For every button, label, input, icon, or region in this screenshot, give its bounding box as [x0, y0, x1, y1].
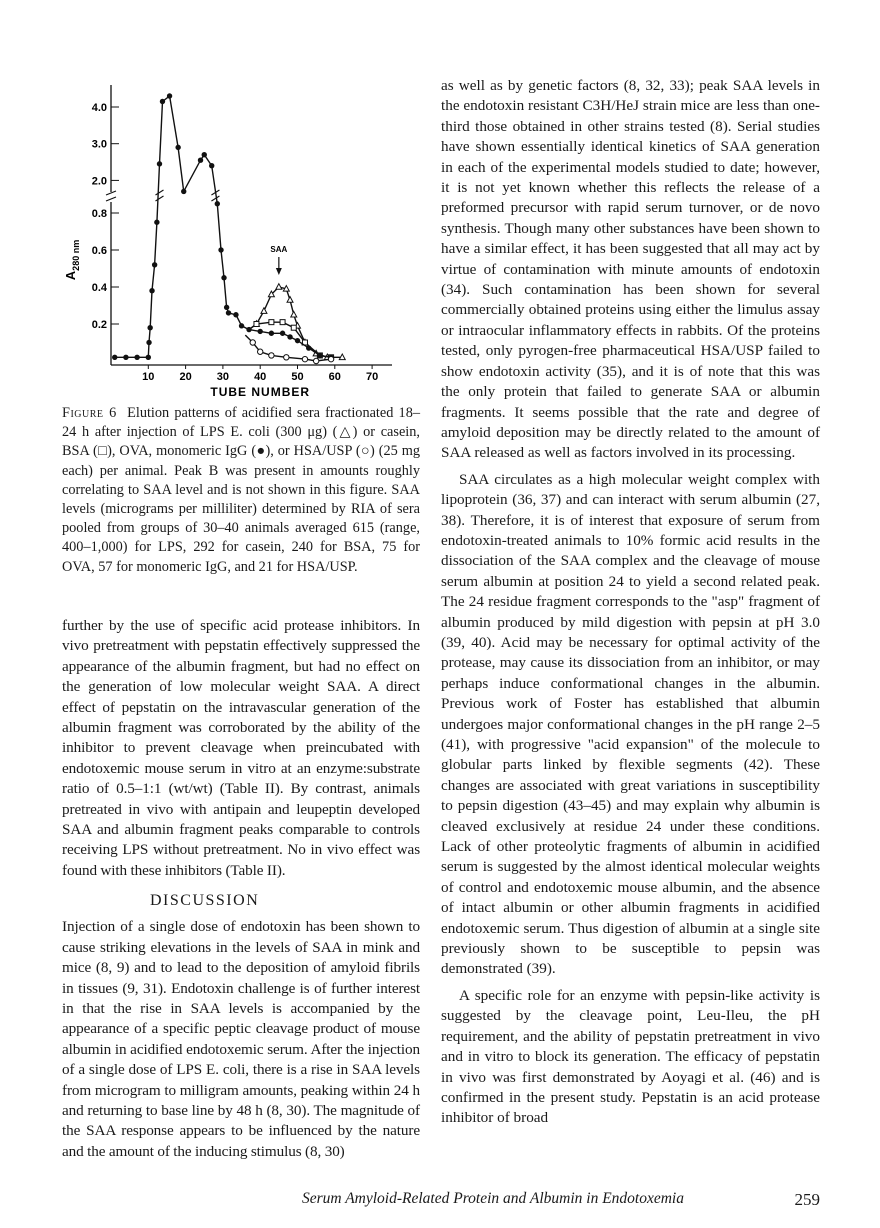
data-point-filled-circle: [145, 354, 151, 360]
axis-break-mark: [105, 190, 117, 196]
left-column: further by the use of specific acid prot…: [62, 616, 420, 1162]
data-point-filled-circle: [225, 310, 232, 316]
data-point-filled-circle: [181, 188, 187, 195]
data-point-filled-circle: [175, 144, 181, 151]
figure-caption: Figure 6 Elution patterns of acidified s…: [62, 404, 420, 577]
data-point-open-circle: [312, 357, 320, 365]
axis-break-mark: [105, 196, 117, 202]
x-tick-label: 20: [179, 371, 191, 383]
page-number: 259: [794, 1190, 821, 1209]
data-point-open-triangle: [267, 290, 276, 298]
page-footer: Serum Amyloid-Related Protein and Albumi…: [300, 1190, 820, 1212]
curve-break-mark: [211, 189, 220, 196]
data-point-open-triangle: [275, 282, 283, 290]
data-point-open-circle: [283, 354, 290, 361]
data-point-filled-circle: [238, 323, 245, 329]
data-point-open-square: [290, 324, 297, 331]
data-point-filled-circle: [279, 330, 286, 336]
data-point-filled-circle: [134, 354, 140, 360]
x-tick-label: 70: [366, 371, 378, 383]
data-point-open-square: [268, 319, 275, 326]
paragraph: SAA circulates as a high molecular weigh…: [441, 470, 820, 978]
x-axis-label: TUBE NUMBER: [210, 385, 310, 399]
data-point-filled-circle: [201, 152, 207, 158]
section-heading-discussion: DISCUSSION: [150, 892, 260, 910]
data-point-open-triangle: [286, 295, 294, 303]
right-column: as well as by genetic factors (8, 32, 33…: [441, 76, 820, 1129]
y-tick-label: 0.2: [92, 319, 107, 331]
data-point-open-triangle: [260, 306, 268, 314]
data-point-open-triangle: [282, 284, 291, 292]
data-point-open-square: [253, 321, 260, 327]
data-point-open-circle: [301, 355, 309, 363]
data-point-filled-circle: [317, 352, 323, 359]
data-point-open-circle: [257, 348, 264, 355]
data-point-open-circle: [327, 355, 335, 363]
y-tick-label: 0.4: [92, 282, 108, 294]
figure-label: Figure 6: [62, 405, 117, 421]
data-point-filled-circle: [294, 337, 301, 344]
data-point-filled-circle: [112, 354, 118, 360]
data-point-filled-circle: [223, 304, 230, 311]
y-axis-label: A280 nm: [63, 240, 81, 280]
data-point-filled-circle: [146, 339, 152, 346]
curve-break-mark: [155, 189, 164, 196]
data-point-filled-circle: [154, 219, 160, 225]
x-tick-label: 60: [329, 371, 341, 383]
y-tick-label: 3.0: [92, 139, 107, 151]
data-point-filled-circle: [159, 98, 166, 105]
data-point-filled-circle: [214, 201, 221, 207]
data-point-open-circle: [268, 352, 275, 359]
caption-text: Elution patterns of acidified sera fract…: [62, 405, 420, 575]
y-tick-label: 0.6: [92, 245, 107, 257]
y-tick-label: 4.0: [92, 102, 107, 114]
data-point-open-circle: [249, 339, 256, 346]
y-tick-label: 2.0: [92, 175, 107, 187]
data-point-open-triangle: [338, 352, 347, 361]
saa-arrowhead: [275, 268, 282, 275]
data-point-filled-circle: [221, 275, 227, 281]
data-point-filled-circle: [123, 354, 129, 360]
paragraph: A specific role for an enzyme with pepsi…: [441, 986, 820, 1127]
data-point-filled-circle: [147, 325, 153, 331]
data-point-open-triangle: [289, 310, 298, 318]
curve-break-mark: [155, 195, 164, 202]
data-point-filled-circle: [197, 157, 204, 163]
data-point-filled-circle: [149, 288, 155, 294]
paragraph: as well as by genetic factors (8, 32, 33…: [441, 77, 820, 462]
elution-chart: 10 20 30 40 50 60 70 TUBE NUMBER 0.2 0.4 0.6 0.8 2.0…: [63, 85, 392, 399]
data-point-filled-circle: [151, 262, 158, 268]
data-point-open-square: [279, 319, 286, 326]
curve-break-mark: [211, 195, 220, 202]
data-point-filled-circle: [218, 247, 224, 253]
x-tick-label: 50: [291, 371, 303, 383]
paragraph: further by the use of specific acid prot…: [62, 617, 420, 879]
data-point-filled-circle: [156, 161, 163, 167]
series-line: [248, 286, 343, 358]
data-point-filled-circle: [268, 330, 275, 336]
data-point-filled-circle: [305, 345, 312, 351]
running-title: Serum Amyloid-Related Protein and Albumi…: [302, 1190, 684, 1207]
series-line: [114, 94, 250, 358]
data-point-filled-circle: [287, 334, 293, 340]
data-point-filled-circle: [166, 93, 173, 99]
y-tick-label: 0.8: [92, 208, 107, 220]
figure-6-chart: 10 20 30 40 50 60 70 TUBE NUMBER 0.2 0.4 0.6 0.8 2.0…: [62, 80, 420, 402]
data-point-filled-circle: [233, 312, 239, 318]
data-point-filled-circle: [257, 328, 263, 335]
saa-annotation: SAA: [270, 245, 287, 254]
x-tick-label: 40: [254, 371, 266, 383]
paragraph: Injection of a single dose of endotoxin …: [62, 918, 420, 1160]
data-point-filled-circle: [209, 163, 215, 169]
x-tick-label: 30: [217, 371, 229, 383]
y-axis-label-subscript: 280 nm: [71, 240, 81, 271]
x-tick-label: 10: [142, 371, 154, 383]
